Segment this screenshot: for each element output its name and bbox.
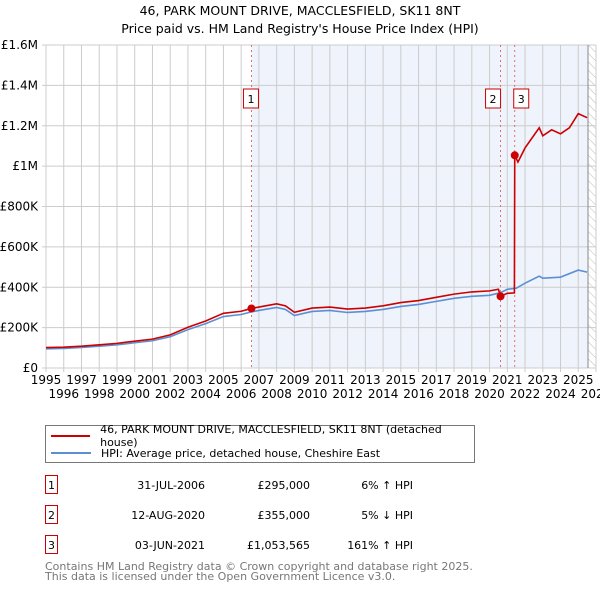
transaction-price: £1,053,565: [247, 539, 310, 552]
transaction-price: £295,000: [257, 479, 311, 492]
x-tick-label: 2023: [528, 373, 559, 387]
chart-subtitle: Price paid vs. HM Land Registry's House …: [121, 21, 479, 36]
hpi-line: [45, 269, 588, 350]
transaction-date: 31-JUL-2006: [137, 479, 205, 492]
legend-hpi-label: HPI: Average price, detached house, Ches…: [101, 446, 381, 460]
sale-label: 1: [247, 93, 254, 106]
x-tick-label: 1999: [102, 373, 133, 387]
y-tick-label: £1.2M: [1, 119, 38, 133]
y-tick-label: £200K: [0, 321, 39, 335]
sale-point: [496, 292, 505, 301]
sale-point: [510, 151, 519, 160]
x-tick-label: 2016: [403, 387, 434, 401]
transaction-number: 2: [45, 505, 58, 524]
transaction-number: 1: [45, 475, 58, 494]
x-tick-label: 2024: [545, 387, 576, 401]
x-tick-label: 2017: [421, 373, 452, 387]
y-tick-label: £800K: [0, 200, 39, 214]
x-tick-label: 2026: [581, 387, 600, 401]
transaction-hpi: 6% ↑ HPI: [361, 479, 413, 492]
x-tick-label: 1998: [84, 387, 115, 401]
x-tick-label: 2002: [155, 387, 186, 401]
x-tick-label: 2000: [119, 387, 150, 401]
y-tick-label: £1M: [12, 159, 38, 173]
legend-property-label: 46, PARK MOUNT DRIVE, MACCLESFIELD, SK11…: [100, 423, 442, 449]
x-tick-label: 2005: [208, 373, 239, 387]
transaction-row: 1 31-JUL-2006 £295,000 6% ↑ HPI: [45, 475, 465, 495]
x-tick-label: 2012: [332, 387, 363, 401]
copyright-notice: Contains HM Land Registry data © Crown c…: [45, 560, 473, 573]
transaction-hpi: 161% ↑ HPI: [347, 539, 413, 552]
x-tick-label: 2015: [386, 373, 417, 387]
x-tick-label: 2011: [315, 373, 346, 387]
x-tick-label: 2008: [261, 387, 292, 401]
legend-property-line: [51, 435, 91, 437]
y-tick-label: £1.6M: [1, 38, 38, 52]
sale-label-box: [242, 88, 259, 109]
transaction-date: 12-AUG-2020: [131, 509, 205, 522]
x-tick-label: 1997: [66, 373, 97, 387]
sale-label: 2: [490, 93, 497, 106]
x-tick-label: 1996: [48, 387, 79, 401]
transaction-price: £355,000: [257, 509, 311, 522]
x-tick-label: 2001: [137, 373, 168, 387]
chart-title: 46, PARK MOUNT DRIVE, MACCLESFIELD, SK11…: [139, 3, 461, 18]
price-chart: 1995199619971998199920002001200220032004…: [0, 38, 600, 401]
x-tick-label: 2009: [279, 373, 310, 387]
x-tick-label: 2018: [439, 387, 470, 401]
x-tick-label: 2022: [510, 387, 541, 401]
x-tick-label: 2025: [563, 373, 594, 387]
legend-hpi-line: [51, 452, 91, 454]
y-tick-label: £1.4M: [1, 78, 38, 92]
y-tick-label: £400K: [0, 280, 39, 294]
y-tick-label: £600K: [0, 240, 39, 254]
legend: 46, PARK MOUNT DRIVE, MACCLESFIELD, SK11…: [45, 423, 475, 463]
transaction-row: 2 12-AUG-2020 £355,000 5% ↓ HPI: [45, 505, 465, 525]
x-tick-label: 2013: [350, 373, 381, 387]
x-tick-label: 1995: [31, 373, 62, 387]
y-tick-label: £0: [23, 361, 38, 375]
licence-notice: This data is licensed under the Open Gov…: [45, 570, 396, 583]
transaction-number: 3: [45, 535, 58, 554]
transaction-row: 3 03-JUN-2021 £1,053,565 161% ↑ HPI: [45, 535, 465, 555]
sale-label: 3: [518, 93, 525, 106]
x-tick-label: 2014: [368, 387, 399, 401]
sale-label-box: [513, 88, 530, 109]
sale-point: [247, 304, 256, 313]
x-tick-label: 2004: [190, 387, 221, 401]
x-tick-label: 2020: [474, 387, 505, 401]
x-tick-label: 2006: [226, 387, 257, 401]
transaction-date: 03-JUN-2021: [134, 539, 205, 552]
x-tick-label: 2003: [173, 373, 204, 387]
x-tick-label: 2007: [244, 373, 275, 387]
transaction-hpi: 5% ↓ HPI: [361, 509, 413, 522]
x-tick-label: 2019: [457, 373, 488, 387]
x-tick-label: 2010: [297, 387, 328, 401]
x-tick-label: 2021: [492, 373, 523, 387]
property-price-line: [45, 112, 588, 349]
sale-label-box: [485, 88, 502, 109]
